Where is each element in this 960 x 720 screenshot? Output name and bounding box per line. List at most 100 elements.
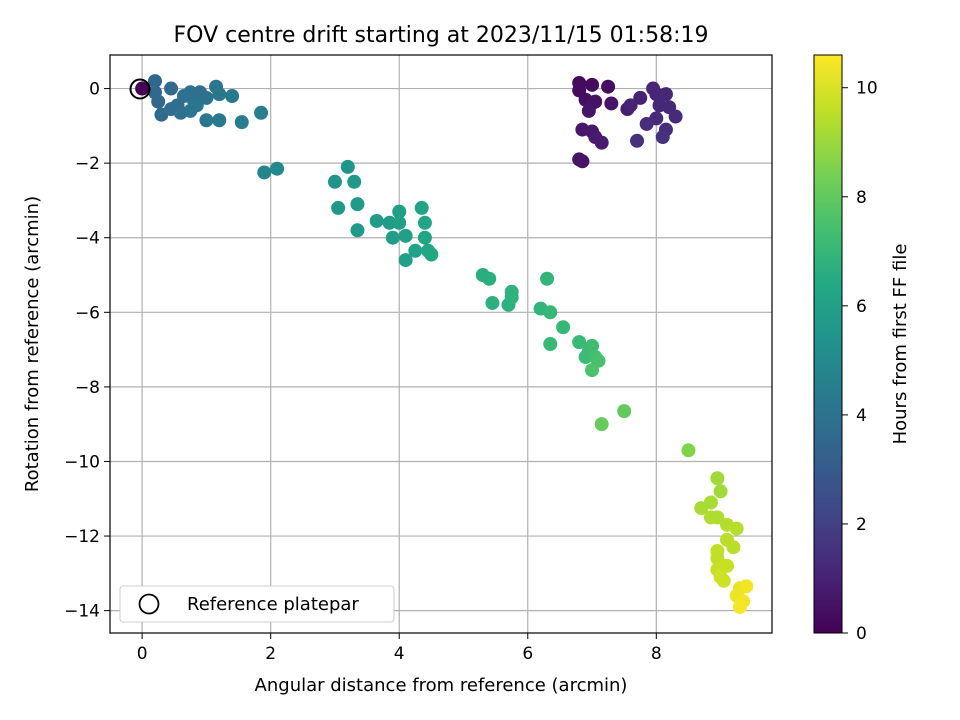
data-point xyxy=(572,335,587,350)
data-point xyxy=(414,200,429,215)
x-tick-label: 2 xyxy=(265,644,276,664)
data-point xyxy=(398,228,413,243)
legend-marker-icon xyxy=(138,593,160,615)
data-point xyxy=(543,337,558,351)
y-tick-label: −4 xyxy=(75,229,100,249)
data-point xyxy=(385,230,400,245)
data-point xyxy=(658,87,673,102)
data-point xyxy=(398,253,413,268)
data-point xyxy=(630,133,645,148)
colorbar-tick-label: 8 xyxy=(856,188,867,208)
x-tick-label: 0 xyxy=(137,644,148,664)
colorbar-tick-label: 4 xyxy=(856,406,867,426)
data-point xyxy=(151,94,166,109)
data-point xyxy=(585,77,600,92)
data-point xyxy=(234,115,249,130)
x-axis: 0 2 4 6 8 xyxy=(137,633,662,664)
data-point xyxy=(639,116,654,131)
y-axis: 0 −2 −4 −6 −8 −10 −12 −14 xyxy=(64,80,110,622)
x-axis-label: Angular distance from reference (arcmin) xyxy=(255,675,628,696)
data-point xyxy=(257,165,272,180)
colorbar-gradient xyxy=(813,54,843,634)
data-point xyxy=(135,81,150,96)
y-tick-label: −10 xyxy=(64,452,100,472)
data-point xyxy=(543,305,558,320)
data-point xyxy=(347,174,362,189)
y-tick-label: −14 xyxy=(64,602,100,622)
data-point xyxy=(417,230,432,245)
data-point xyxy=(331,200,346,215)
data-point xyxy=(710,510,725,525)
colorbar: 0 2 4 6 8 10 Hours from first FF file xyxy=(813,54,911,644)
data-point xyxy=(604,96,619,111)
data-point xyxy=(713,484,728,499)
data-point xyxy=(710,471,725,486)
y-tick-label: −12 xyxy=(64,527,100,547)
data-point xyxy=(164,81,179,96)
data-point xyxy=(147,74,162,89)
data-point xyxy=(716,573,731,588)
x-tick-label: 4 xyxy=(394,644,405,664)
data-point xyxy=(732,599,747,614)
data-point xyxy=(482,271,497,286)
data-point xyxy=(189,98,204,113)
data-point xyxy=(601,79,616,94)
data-point xyxy=(594,417,609,432)
y-tick-label: −2 xyxy=(75,154,100,174)
data-point xyxy=(408,243,423,258)
data-point xyxy=(270,161,285,176)
data-point xyxy=(350,223,365,238)
data-point xyxy=(681,443,696,458)
data-point xyxy=(655,130,670,145)
data-point xyxy=(540,271,555,286)
data-point xyxy=(617,404,632,419)
colorbar-label: Hours from first FF file xyxy=(890,244,911,445)
data-point xyxy=(424,247,439,262)
data-point xyxy=(417,215,432,230)
colorbar-tick-label: 6 xyxy=(856,297,867,317)
data-point xyxy=(633,90,648,105)
grid-lines xyxy=(110,55,772,633)
data-point xyxy=(212,113,227,128)
data-point xyxy=(556,320,571,335)
colorbar-tick-label: 10 xyxy=(856,79,878,99)
data-point xyxy=(594,135,609,150)
data-point xyxy=(581,103,596,118)
data-point xyxy=(485,295,500,310)
data-point xyxy=(350,197,365,212)
y-tick-label: 0 xyxy=(89,80,100,100)
data-point xyxy=(623,98,638,113)
data-point xyxy=(575,154,590,169)
y-axis-label: Rotation from reference (arcmin) xyxy=(22,196,43,492)
data-point xyxy=(726,540,741,555)
data-point xyxy=(585,363,600,378)
data-point xyxy=(668,109,683,124)
data-point xyxy=(254,105,269,120)
reference-marker xyxy=(129,78,151,100)
data-point xyxy=(392,204,407,219)
data-point xyxy=(340,159,355,174)
colorbar-ticks: 0 2 4 6 8 10 xyxy=(842,79,878,644)
data-point xyxy=(710,551,725,566)
data-point xyxy=(382,215,397,230)
data-points xyxy=(135,74,754,614)
legend-box xyxy=(119,585,395,623)
chart-title: FOV centre drift starting at 2023/11/15 … xyxy=(174,23,709,48)
data-point xyxy=(739,579,754,594)
x-tick-label: 8 xyxy=(651,644,662,664)
data-point xyxy=(199,90,214,105)
data-point xyxy=(369,213,384,228)
data-point xyxy=(649,87,664,102)
data-point xyxy=(729,521,744,536)
x-tick-label: 6 xyxy=(522,644,533,664)
colorbar-tick-label: 2 xyxy=(856,515,867,535)
data-point xyxy=(694,501,709,516)
legend: Reference platepar xyxy=(119,585,395,623)
plot-frame xyxy=(109,54,773,634)
data-point xyxy=(585,338,600,353)
data-point xyxy=(225,89,240,104)
data-point xyxy=(327,174,342,189)
data-point xyxy=(212,87,227,102)
y-tick-label: −6 xyxy=(75,303,100,323)
